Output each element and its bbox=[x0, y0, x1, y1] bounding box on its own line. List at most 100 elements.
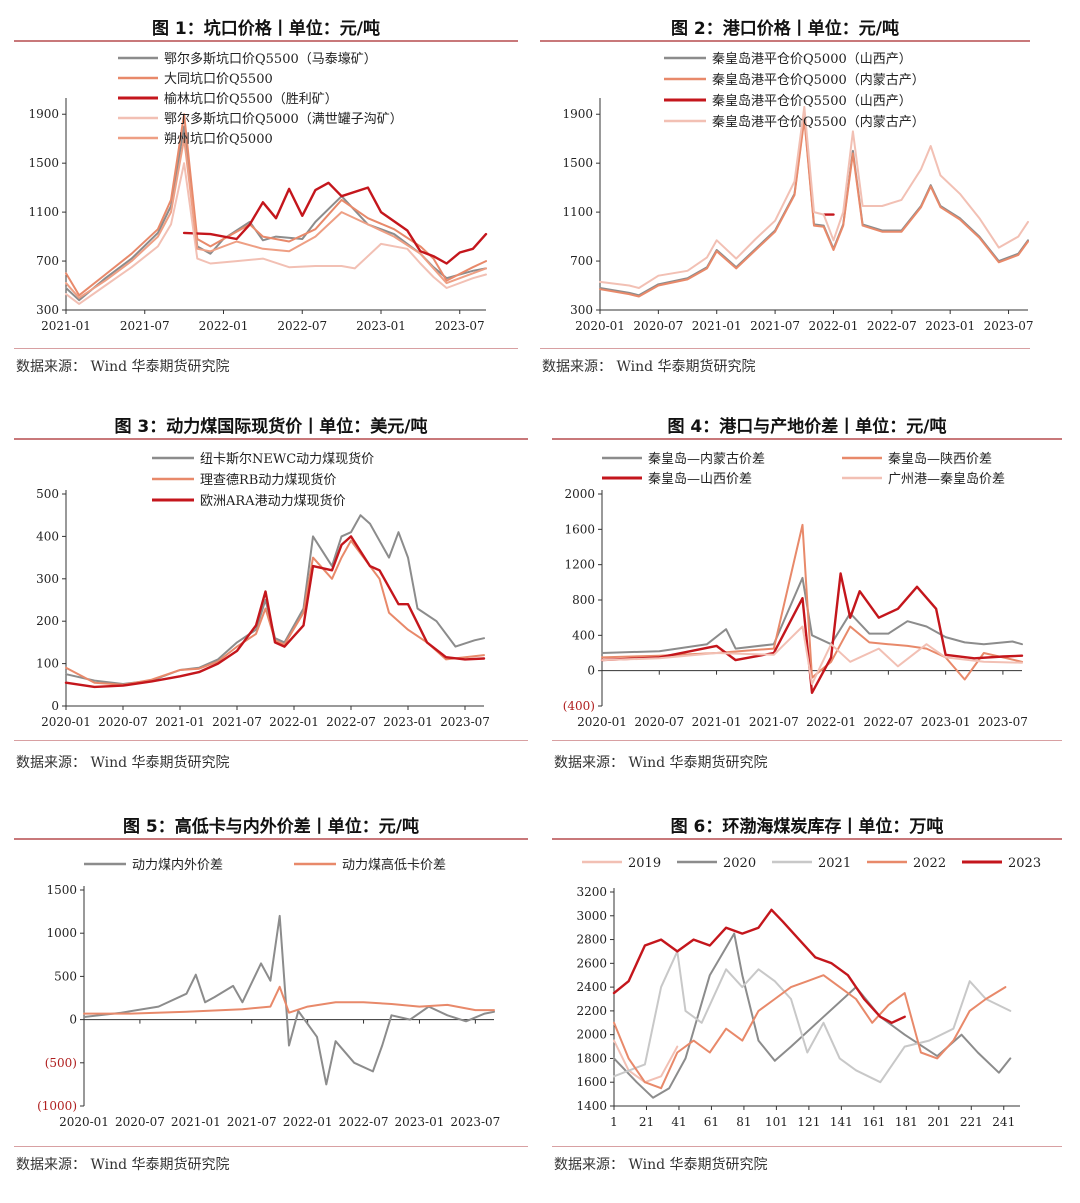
legend-label: 大同坑口价Q5500 bbox=[164, 72, 273, 87]
x-tick-label: 2020-01 bbox=[577, 715, 627, 729]
x-tick-label: 2020-01 bbox=[41, 715, 91, 729]
y-tick-label: 2000 bbox=[564, 487, 595, 501]
y-tick-label: 0 bbox=[69, 1013, 77, 1027]
y-tick-label: 1500 bbox=[46, 883, 77, 897]
legend-label: 秦皇岛港平仓价Q5500（山西产） bbox=[712, 93, 912, 109]
x-tick-label: 2022-07 bbox=[339, 1115, 389, 1129]
panel-chart-4: 图 4：港口与产地价差丨单位：元/吨 (400) 0 400 800 1200 1600 2… bbox=[552, 406, 1062, 778]
x-tick-label: 41 bbox=[671, 1115, 686, 1129]
title-rule bbox=[14, 438, 528, 440]
series-line-2 bbox=[65, 539, 485, 686]
x-tick-label: 2023-07 bbox=[435, 319, 485, 333]
x-tick-label: 221 bbox=[960, 1115, 983, 1129]
y-tick-label: 800 bbox=[572, 593, 595, 607]
x-tick-label: 2022-01 bbox=[199, 319, 249, 333]
y-tick-label: 1000 bbox=[46, 926, 77, 940]
x-tick-label: 2021-07 bbox=[120, 319, 170, 333]
legend-label: 2022 bbox=[913, 856, 946, 871]
x-tick-label: 2021-07 bbox=[227, 1115, 277, 1129]
chart-canvas: 300 700 1100 1500 1900 2021-01 2021-07 2022-01 2… bbox=[28, 51, 488, 333]
x-tick-label: 2020-07 bbox=[633, 319, 683, 333]
y-tick-label: 1600 bbox=[576, 1075, 607, 1089]
y-tick-label: 1200 bbox=[564, 558, 595, 572]
legend-label: 2023 bbox=[1008, 856, 1041, 871]
y-tick-label: 400 bbox=[36, 529, 59, 543]
series-line-5 bbox=[612, 908, 906, 1024]
legend-label: 纽卡斯尔NEWC动力煤现货价 bbox=[200, 451, 374, 467]
series-line-1 bbox=[65, 514, 485, 685]
legend-label: 鄂尔多斯坑口价Q5000（满世罐子沟矿） bbox=[164, 111, 403, 127]
x-tick-label: 121 bbox=[797, 1115, 820, 1129]
legend-label: 2019 bbox=[628, 856, 661, 871]
x-tick-label: 2020-01 bbox=[575, 319, 625, 333]
chart-canvas: (1000) (500) 0 500 1000 1500 2020-01 2020-07 202… bbox=[37, 857, 500, 1129]
title-rule bbox=[540, 40, 1030, 42]
bottom-rule bbox=[14, 348, 518, 349]
panel-chart-6: 图 6：环渤海煤炭库存丨单位：万吨 1400 1600 1800 2000 2200 24… bbox=[552, 806, 1062, 1186]
y-tick-label: 2000 bbox=[576, 1028, 607, 1042]
y-tick-label: 3000 bbox=[576, 909, 607, 923]
x-tick-label: 2021-07 bbox=[749, 715, 799, 729]
title-rule bbox=[552, 438, 1062, 440]
x-tick-label: 2021-01 bbox=[692, 715, 742, 729]
x-tick-label: 2022-07 bbox=[863, 715, 913, 729]
source-note: 数据来源： Wind 华泰期货研究院 bbox=[16, 755, 230, 771]
y-tick-label: 500 bbox=[36, 487, 59, 501]
x-tick-label: 2021-01 bbox=[41, 319, 91, 333]
source-note: 数据来源： Wind 华泰期货研究院 bbox=[554, 755, 768, 771]
x-tick-label: 201 bbox=[927, 1115, 950, 1129]
chart-canvas: 1400 1600 1800 2000 2200 2400 2600 2800 3000 3200… bbox=[576, 856, 1041, 1129]
source-note: 数据来源： Wind 华泰期货研究院 bbox=[16, 359, 230, 375]
panel-chart-1: 图 1：坑口价格丨单位：元/吨 300 700 1100 1500 1900 2021-0… bbox=[14, 8, 518, 380]
panel-chart-2: 图 2：港口价格丨单位：元/吨 300 700 1100 1500 1900 2020-0… bbox=[540, 8, 1033, 380]
series-line-3 bbox=[182, 181, 488, 265]
series-line-2 bbox=[83, 985, 495, 1015]
title-rule bbox=[14, 40, 518, 42]
legend-label: 秦皇岛—山西价差 bbox=[648, 471, 752, 487]
series-line-3 bbox=[64, 535, 486, 689]
legend-label: 广州港—秦皇岛价差 bbox=[888, 471, 1005, 487]
chart-title: 图 2：港口价格丨单位：元/吨 bbox=[671, 19, 899, 39]
x-tick-label: 101 bbox=[765, 1115, 788, 1129]
x-tick-label: 2023-07 bbox=[978, 715, 1028, 729]
y-tick-label: 1400 bbox=[576, 1099, 607, 1113]
y-tick-label: 700 bbox=[570, 254, 593, 268]
y-tick-label: 1100 bbox=[28, 205, 59, 219]
legend-label: 秦皇岛港平仓价Q5000（内蒙古产） bbox=[712, 72, 925, 88]
series-line-3 bbox=[613, 950, 1012, 1084]
x-tick-label: 2023-01 bbox=[383, 715, 433, 729]
bottom-rule bbox=[540, 348, 1030, 349]
bottom-rule bbox=[14, 1146, 528, 1147]
chart-title: 图 6：环渤海煤炭库存丨单位：万吨 bbox=[670, 817, 944, 837]
series-line-2 bbox=[601, 523, 1023, 681]
legend-label: 朔州坑口价Q5000 bbox=[164, 132, 273, 147]
y-tick-label: 2800 bbox=[576, 933, 607, 947]
y-tick-label: 2600 bbox=[576, 956, 607, 970]
legend-label: 2021 bbox=[818, 856, 851, 871]
y-tick-label: 400 bbox=[572, 628, 595, 642]
y-tick-label: (400) bbox=[563, 699, 595, 713]
x-tick-label: 21 bbox=[639, 1115, 654, 1129]
x-tick-label: 2022-01 bbox=[283, 1115, 333, 1129]
x-tick-label: 61 bbox=[704, 1115, 719, 1129]
legend-label: 秦皇岛港平仓价Q5500（内蒙古产） bbox=[712, 114, 925, 130]
series-line-2 bbox=[599, 118, 1029, 298]
series-line-1 bbox=[83, 914, 495, 1086]
source-note: 数据来源： Wind 华泰期货研究院 bbox=[542, 359, 756, 375]
series-line-5 bbox=[65, 137, 487, 299]
chart-title: 图 4：港口与产地价差丨单位：元/吨 bbox=[667, 417, 947, 437]
legend-label: 2020 bbox=[723, 856, 756, 871]
chart-title: 图 5：高低卡与内外价差丨单位：元/吨 bbox=[123, 817, 419, 837]
x-tick-label: 2022-01 bbox=[269, 715, 319, 729]
legend-label: 秦皇岛港平仓价Q5000（山西产） bbox=[712, 51, 912, 67]
panel-chart-5: 图 5：高低卡与内外价差丨单位：元/吨 (1000) (500) 0 500 1000 1… bbox=[14, 806, 528, 1186]
legend-label: 欧洲ARA港动力煤现货价 bbox=[200, 493, 346, 509]
x-tick-label: 2023-01 bbox=[395, 1115, 445, 1129]
x-tick-label: 2021-01 bbox=[155, 715, 205, 729]
bottom-rule bbox=[552, 1146, 1062, 1147]
panel-chart-3: 图 3：动力煤国际现货价丨单位：美元/吨 0 100 200 300 400 500 202… bbox=[14, 406, 528, 778]
series-line-4 bbox=[613, 974, 1007, 1090]
y-tick-label: 200 bbox=[36, 614, 59, 628]
x-tick-label: 2022-07 bbox=[277, 319, 327, 333]
series-line-4 bbox=[599, 105, 1029, 289]
